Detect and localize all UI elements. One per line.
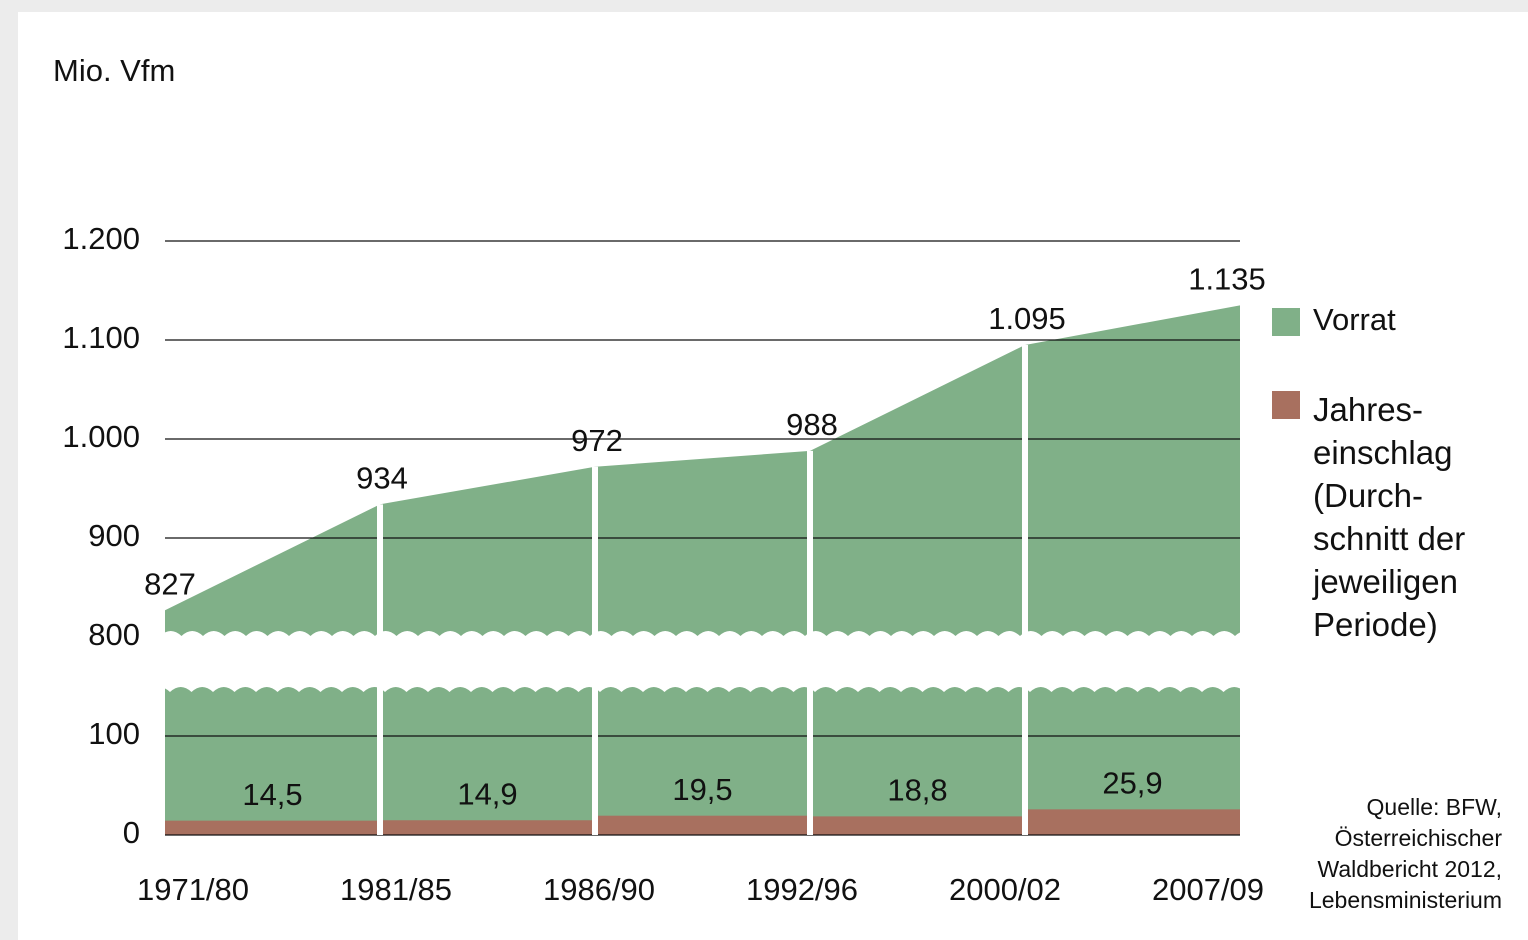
value-label: 19,5 xyxy=(672,772,732,807)
value-label: 827 xyxy=(144,566,196,601)
value-label: 18,8 xyxy=(887,773,947,808)
value-label: 988 xyxy=(786,407,838,442)
bar xyxy=(380,820,595,835)
value-label: 14,5 xyxy=(242,777,302,812)
bar xyxy=(810,816,1025,835)
y-tick-label: 1.200 xyxy=(62,221,140,256)
y-tick-label: 900 xyxy=(88,518,140,553)
y-tick-label: 100 xyxy=(88,716,140,751)
legend-label: Vorrat xyxy=(1313,302,1396,337)
legend-swatch xyxy=(1272,308,1300,336)
x-tick-label: 2000/02 xyxy=(949,872,1061,907)
bar xyxy=(165,820,380,835)
x-tick-label: 1971/80 xyxy=(137,872,249,907)
legend-label: Jahres- einschlag (Durch- schnitt der je… xyxy=(1313,391,1466,643)
area xyxy=(165,305,1240,836)
x-tick-label: 1992/96 xyxy=(746,872,858,907)
value-label: 1.135 xyxy=(1188,262,1266,297)
y-tick-label: 0 xyxy=(123,815,140,850)
y-axis-label: Mio. Vfm xyxy=(53,53,175,88)
bar xyxy=(595,815,810,835)
value-label: 14,9 xyxy=(457,776,517,811)
source: Quelle: BFW, Österreichischer Waldberich… xyxy=(1308,794,1502,913)
y-tick-label: 800 xyxy=(88,617,140,652)
x-tick-label: 2007/09 xyxy=(1152,872,1264,907)
y-tick-label: 1.000 xyxy=(62,419,140,454)
x-tick-label: 1981/85 xyxy=(340,872,452,907)
bar xyxy=(1025,809,1240,835)
value-label: 1.095 xyxy=(988,301,1066,336)
value-label: 972 xyxy=(571,423,623,458)
legend-swatch xyxy=(1272,391,1300,419)
value-label: 25,9 xyxy=(1102,766,1162,801)
axis-break xyxy=(148,631,1257,692)
y-tick-label: 1.100 xyxy=(62,320,140,355)
value-label: 934 xyxy=(356,461,408,496)
x-tick-label: 1986/90 xyxy=(543,872,655,907)
